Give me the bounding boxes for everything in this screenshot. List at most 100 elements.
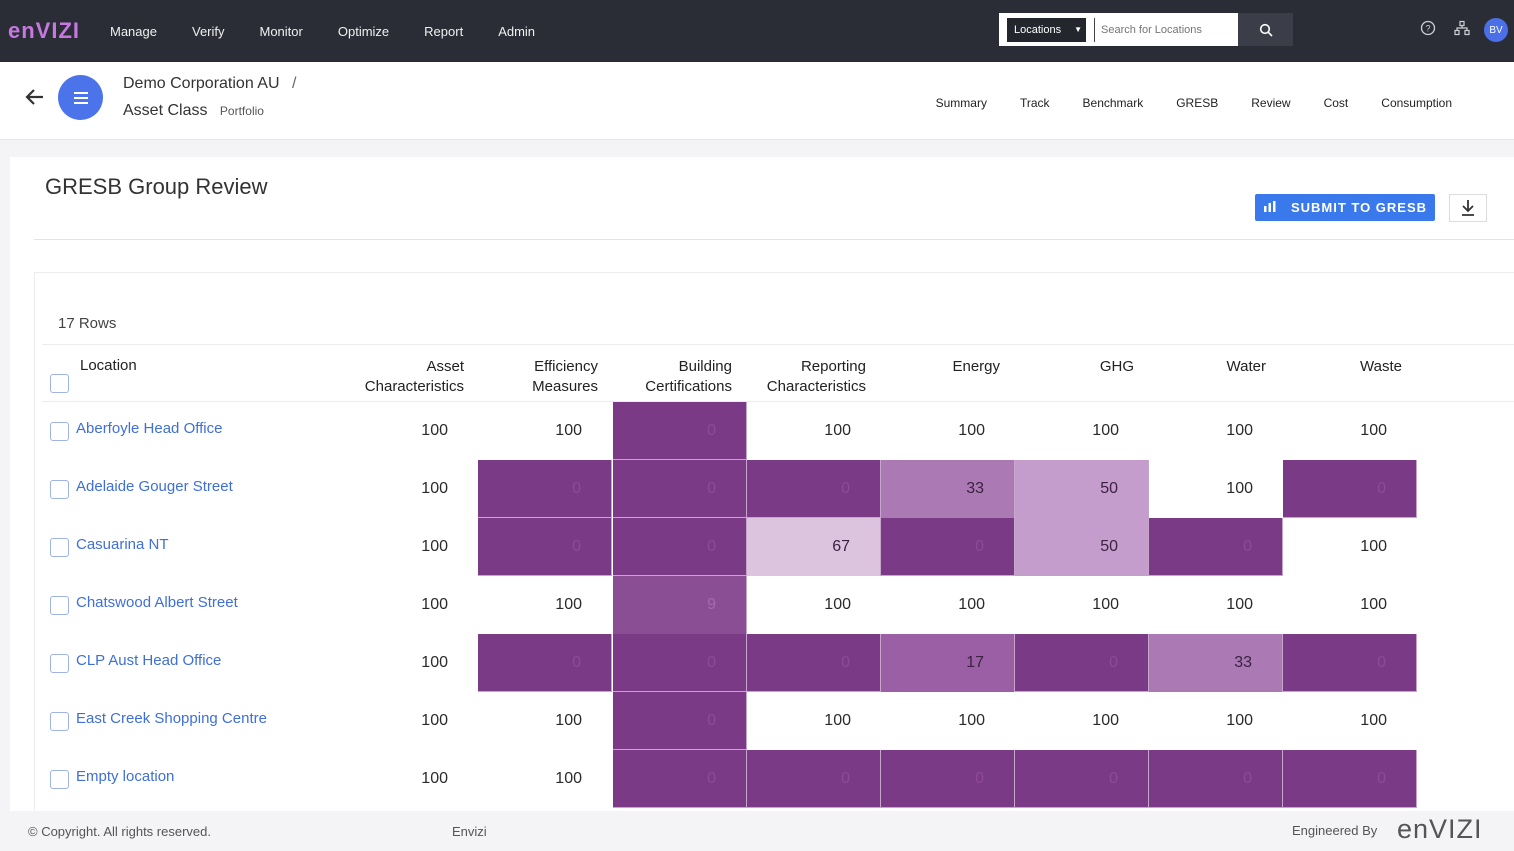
score-cell[interactable]: 67 (747, 518, 881, 576)
header-reporting-characteristics[interactable]: Reporting Characteristics (752, 357, 866, 397)
score-cell[interactable]: 100 (1360, 538, 1387, 555)
tab-consumption[interactable]: Consumption (1381, 96, 1452, 110)
score-cell[interactable]: 100 (1226, 712, 1253, 729)
score-cell[interactable]: 0 (747, 460, 881, 518)
score-cell[interactable]: 100 (1360, 596, 1387, 613)
score-cell[interactable]: 0 (613, 692, 747, 750)
score-cell[interactable]: 0 (747, 750, 881, 808)
score-cell[interactable]: 0 (747, 634, 881, 692)
score-cell[interactable]: 100 (421, 480, 448, 497)
header-location[interactable]: Location (80, 357, 137, 374)
location-link[interactable]: CLP Aust Head Office (76, 652, 222, 669)
score-cell[interactable]: 50 (1015, 518, 1149, 576)
row-checkbox[interactable] (50, 712, 69, 731)
score-cell[interactable]: 0 (478, 518, 612, 576)
score-cell[interactable]: 0 (1283, 750, 1417, 808)
tab-track[interactable]: Track (1019, 96, 1050, 110)
score-cell[interactable]: 100 (421, 712, 448, 729)
back-arrow-icon[interactable] (24, 86, 46, 114)
location-link[interactable]: Empty location (76, 768, 175, 785)
score-cell[interactable]: 100 (555, 712, 582, 729)
nav-manage[interactable]: Manage (110, 23, 157, 39)
nav-monitor[interactable]: Monitor (259, 23, 303, 39)
nav-admin[interactable]: Admin (498, 23, 536, 39)
score-cell[interactable]: 100 (824, 596, 851, 613)
score-cell[interactable]: 100 (1360, 712, 1387, 729)
header-efficiency-measures[interactable]: Efficiency Measures (502, 357, 598, 397)
score-cell[interactable]: 0 (613, 460, 747, 518)
score-cell[interactable]: 9 (613, 576, 747, 634)
nav-optimize[interactable]: Optimize (337, 23, 390, 39)
score-cell[interactable]: 0 (478, 634, 612, 692)
score-cell[interactable]: 0 (478, 460, 612, 518)
header-ghg[interactable]: GHG (1099, 358, 1134, 375)
download-button[interactable] (1449, 194, 1487, 222)
score-cell[interactable]: 100 (555, 770, 582, 787)
score-cell[interactable]: 50 (1015, 460, 1149, 518)
search-input[interactable] (1094, 17, 1226, 42)
score-cell[interactable]: 100 (958, 712, 985, 729)
score-cell[interactable]: 100 (555, 422, 582, 439)
score-cell[interactable]: 100 (958, 422, 985, 439)
score-cell[interactable]: 0 (613, 518, 747, 576)
score-cell[interactable]: 0 (613, 750, 747, 808)
location-link[interactable]: Aberfoyle Head Office (76, 420, 223, 437)
score-cell[interactable]: 100 (421, 770, 448, 787)
row-checkbox[interactable] (50, 480, 69, 499)
search-button[interactable] (1238, 13, 1293, 46)
search-scope-select[interactable]: Locations ▼ (1007, 17, 1086, 42)
header-asset-characteristics[interactable]: Asset Characteristics (342, 357, 464, 397)
score-cell[interactable]: 100 (421, 596, 448, 613)
score-cell[interactable]: 0 (881, 518, 1015, 576)
nav-report[interactable]: Report (424, 23, 464, 39)
score-cell[interactable]: 0 (1149, 518, 1283, 576)
submit-to-gresb-button[interactable]: SUBMIT TO GRESB (1255, 194, 1435, 221)
tab-gresb[interactable]: GRESB (1176, 96, 1219, 110)
header-water[interactable]: Water (1226, 358, 1266, 375)
score-cell[interactable]: 100 (555, 596, 582, 613)
tab-summary[interactable]: Summary (935, 96, 987, 110)
user-avatar[interactable]: BV (1484, 18, 1508, 42)
score-cell[interactable]: 100 (1360, 422, 1387, 439)
select-all-checkbox[interactable] (50, 374, 69, 393)
score-cell[interactable]: 100 (1092, 596, 1119, 613)
score-cell[interactable]: 33 (881, 460, 1015, 518)
row-checkbox[interactable] (50, 596, 69, 615)
row-checkbox[interactable] (50, 770, 69, 789)
score-cell[interactable]: 100 (1092, 422, 1119, 439)
envizi-logo[interactable]: enVIZI (8, 18, 81, 43)
header-building-certifications[interactable]: Building Certifications (622, 357, 732, 397)
row-checkbox[interactable] (50, 654, 69, 673)
score-cell[interactable]: 0 (613, 634, 747, 692)
score-cell[interactable]: 0 (1015, 750, 1149, 808)
score-cell[interactable]: 0 (881, 750, 1015, 808)
score-cell[interactable]: 17 (881, 634, 1015, 692)
score-cell[interactable]: 0 (1283, 634, 1417, 692)
location-link[interactable]: Adelaide Gouger Street (76, 478, 233, 495)
score-cell[interactable]: 100 (1226, 480, 1253, 497)
location-link[interactable]: East Creek Shopping Centre (76, 710, 267, 727)
score-cell[interactable]: 100 (421, 422, 448, 439)
header-energy[interactable]: Energy (952, 358, 1000, 375)
score-cell[interactable]: 100 (1092, 712, 1119, 729)
tab-review[interactable]: Review (1251, 96, 1291, 110)
score-cell[interactable]: 100 (824, 422, 851, 439)
score-cell[interactable]: 0 (1149, 750, 1283, 808)
score-cell[interactable]: 100 (421, 538, 448, 555)
score-cell[interactable]: 100 (1226, 422, 1253, 439)
nav-verify[interactable]: Verify (191, 23, 225, 39)
score-cell[interactable]: 0 (613, 402, 747, 460)
breadcrumb-org[interactable]: Demo Corporation AU / (123, 75, 296, 93)
score-cell[interactable]: 33 (1149, 634, 1283, 692)
score-cell[interactable]: 100 (958, 596, 985, 613)
row-checkbox[interactable] (50, 422, 69, 441)
score-cell[interactable]: 100 (1226, 596, 1253, 613)
hamburger-menu-button[interactable] (58, 75, 103, 120)
help-icon[interactable]: ? (1420, 20, 1436, 40)
location-link[interactable]: Casuarina NT (76, 536, 169, 553)
row-checkbox[interactable] (50, 538, 69, 557)
header-waste[interactable]: Waste (1360, 358, 1402, 375)
score-cell[interactable]: 100 (824, 712, 851, 729)
score-cell[interactable]: 0 (1283, 460, 1417, 518)
hierarchy-icon[interactable] (1454, 20, 1470, 40)
